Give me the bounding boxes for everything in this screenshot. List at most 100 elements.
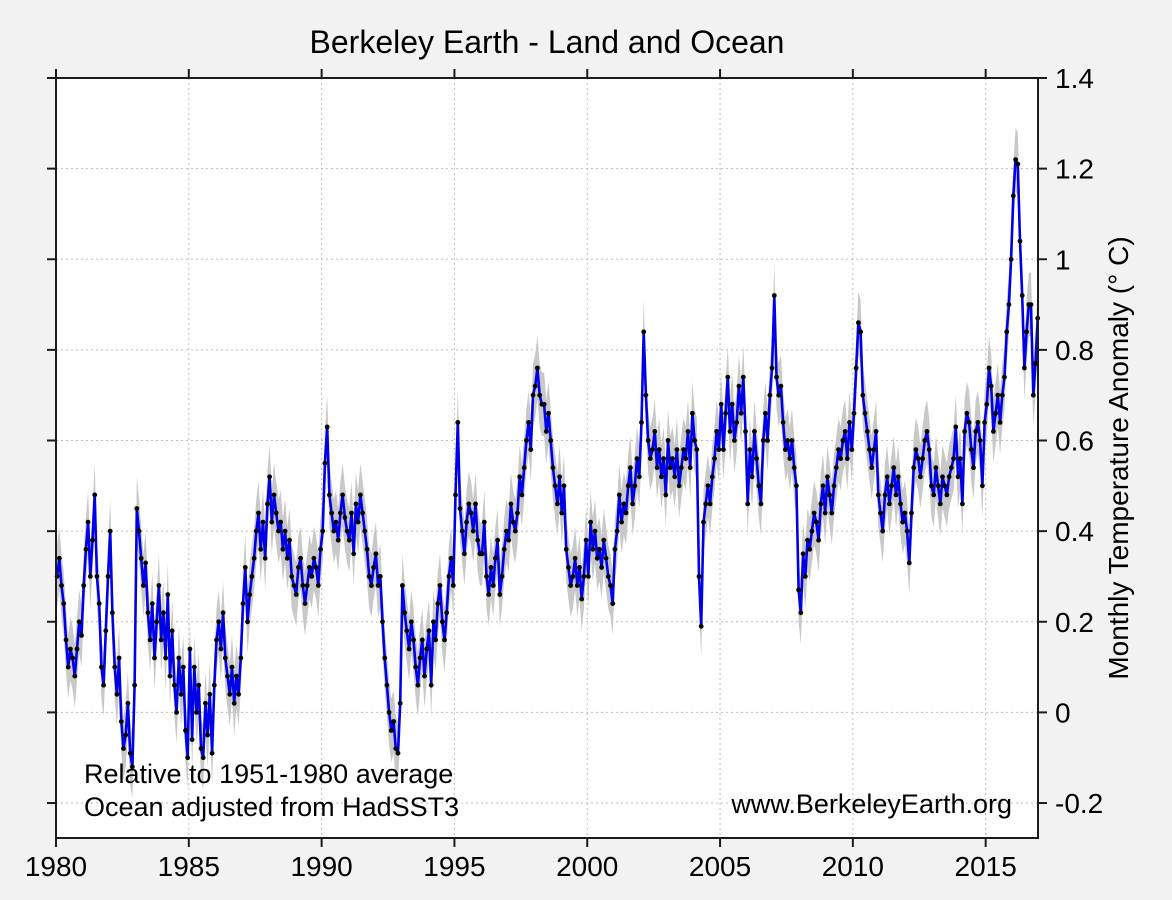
- data-point: [844, 456, 850, 461]
- data-point: [320, 528, 326, 534]
- data-point: [442, 637, 447, 643]
- data-point: [802, 574, 808, 579]
- data-point: [563, 546, 569, 552]
- data-point: [703, 501, 709, 507]
- data-point: [574, 583, 580, 588]
- data-point: [778, 383, 784, 389]
- data-point: [676, 483, 682, 489]
- data-point: [222, 655, 228, 661]
- data-point: [70, 655, 75, 661]
- data-point: [716, 447, 722, 452]
- data-point: [358, 492, 363, 498]
- data-point: [205, 732, 211, 738]
- data-point: [756, 483, 762, 489]
- data-point: [957, 456, 963, 461]
- data-point: [851, 410, 857, 416]
- data-point: [670, 456, 675, 461]
- data-point: [813, 519, 819, 525]
- data-point: [1033, 361, 1038, 366]
- data-point: [437, 583, 443, 588]
- data-point: [698, 623, 704, 629]
- data-point: [909, 510, 914, 516]
- data-point: [433, 637, 438, 643]
- data-point: [87, 574, 93, 579]
- data-point: [249, 574, 255, 579]
- data-point: [705, 483, 711, 489]
- data-point: [650, 447, 655, 452]
- data-point: [736, 383, 742, 389]
- data-point: [371, 565, 376, 570]
- data-point: [497, 592, 503, 597]
- data-point: [601, 537, 607, 543]
- data-point: [114, 691, 120, 697]
- data-point: [149, 601, 155, 606]
- data-point: [999, 392, 1005, 398]
- data-point: [692, 438, 697, 443]
- data-point: [588, 519, 593, 525]
- data-point: [229, 664, 235, 670]
- data-point: [318, 546, 323, 552]
- data-point: [375, 583, 381, 588]
- data-point: [603, 555, 609, 561]
- data-point: [251, 555, 257, 561]
- data-point: [386, 710, 392, 715]
- data-point: [415, 682, 421, 688]
- data-point: [530, 392, 536, 398]
- data-line: [55, 158, 1039, 769]
- data-point: [127, 750, 133, 756]
- data-point: [612, 546, 618, 552]
- data-point: [752, 429, 757, 434]
- data-point: [862, 410, 868, 416]
- data-point: [867, 447, 872, 452]
- data-point: [532, 383, 538, 389]
- data-point: [608, 583, 613, 588]
- data-point: [977, 438, 983, 443]
- data-point: [382, 655, 388, 661]
- data-point: [189, 737, 195, 742]
- data-point: [924, 429, 930, 434]
- data-point: [745, 501, 751, 507]
- data-point: [712, 456, 717, 461]
- data-point: [373, 551, 379, 557]
- data-point: [661, 456, 666, 461]
- data-point: [56, 555, 62, 561]
- data-point: [408, 619, 414, 625]
- data-point: [619, 519, 624, 525]
- data-point: [96, 601, 102, 606]
- data-point: [74, 646, 80, 652]
- data-point: [625, 483, 631, 489]
- data-point: [849, 447, 855, 452]
- data-point: [176, 655, 182, 661]
- data-point: [287, 537, 292, 543]
- data-point: [174, 710, 180, 715]
- data-point: [920, 456, 925, 461]
- x-tick-label: 1985: [158, 851, 220, 882]
- data-point: [929, 483, 934, 489]
- data-point: [718, 401, 724, 407]
- data-point: [364, 546, 370, 552]
- data-point: [678, 465, 684, 471]
- data-point: [426, 628, 432, 634]
- data-point: [685, 429, 691, 434]
- data-point: [714, 429, 720, 434]
- x-tick-label: 2010: [822, 851, 884, 882]
- data-point: [672, 474, 678, 480]
- data-point: [995, 392, 1001, 398]
- data-point: [913, 447, 919, 452]
- data-point: [130, 764, 135, 770]
- chart-title: Berkeley Earth - Land and Ocean: [310, 24, 785, 60]
- data-point: [605, 574, 611, 579]
- data-point: [473, 501, 478, 507]
- data-point: [763, 410, 768, 416]
- data-point: [887, 501, 892, 507]
- data-point: [663, 492, 669, 498]
- data-point: [535, 365, 540, 371]
- data-point: [267, 474, 272, 480]
- data-point: [242, 565, 248, 570]
- data-point: [145, 610, 151, 616]
- data-point: [991, 429, 996, 434]
- data-point: [727, 429, 733, 434]
- data-point: [557, 474, 562, 480]
- data-point: [499, 574, 505, 579]
- data-point: [333, 519, 339, 525]
